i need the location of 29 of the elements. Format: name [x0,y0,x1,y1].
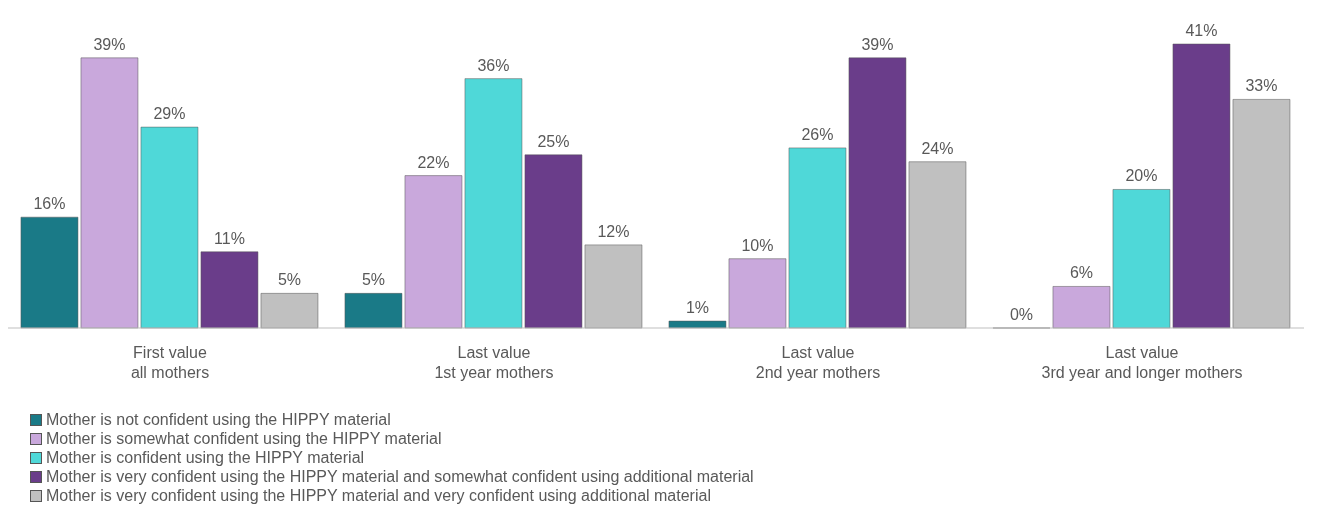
data-label: 36% [477,56,510,74]
x-tick-label: Last value 2nd year mothers [755,344,881,381]
legend-label: Mother is confident using the HIPPY material [46,448,365,467]
data-label: 5% [361,271,386,289]
data-label: 41% [1185,22,1218,39]
legend-label: Mother is very confident using the HIPPY material and somewhat confident using additional material [46,467,754,486]
data-label: 16% [33,195,66,213]
data-label: 12% [597,222,630,240]
data-label: 33% [1245,77,1278,95]
data-label: 1% [685,299,710,317]
x-tick-label: Last value 1st year mothers [434,344,554,381]
data-label: 6% [1069,264,1094,282]
data-label: 29% [153,105,186,123]
data-label: 22% [417,153,450,171]
data-label: 10% [741,236,774,254]
data-label: 0% [1009,305,1034,323]
data-label: 11% [214,229,245,247]
x-tick-label: First value all mothers [130,344,210,381]
data-label: 26% [801,125,834,143]
x-tick-label: Last value 3rd year and longer mothers [1041,344,1243,381]
data-label: 24% [921,139,954,157]
legend-label: Mother is very confident using the HIPPY material and very confident using additional material [46,486,711,505]
data-label: 39% [861,35,894,53]
data-label: 39% [93,35,126,53]
data-label: 5% [277,271,302,289]
legend-label: Mother is somewhat confident using the HIPPY material [46,429,442,448]
data-label: 20% [1125,167,1158,185]
legend-label: Mother is not confident using the HIPPY material [46,410,391,429]
data-label: 25% [537,132,570,150]
